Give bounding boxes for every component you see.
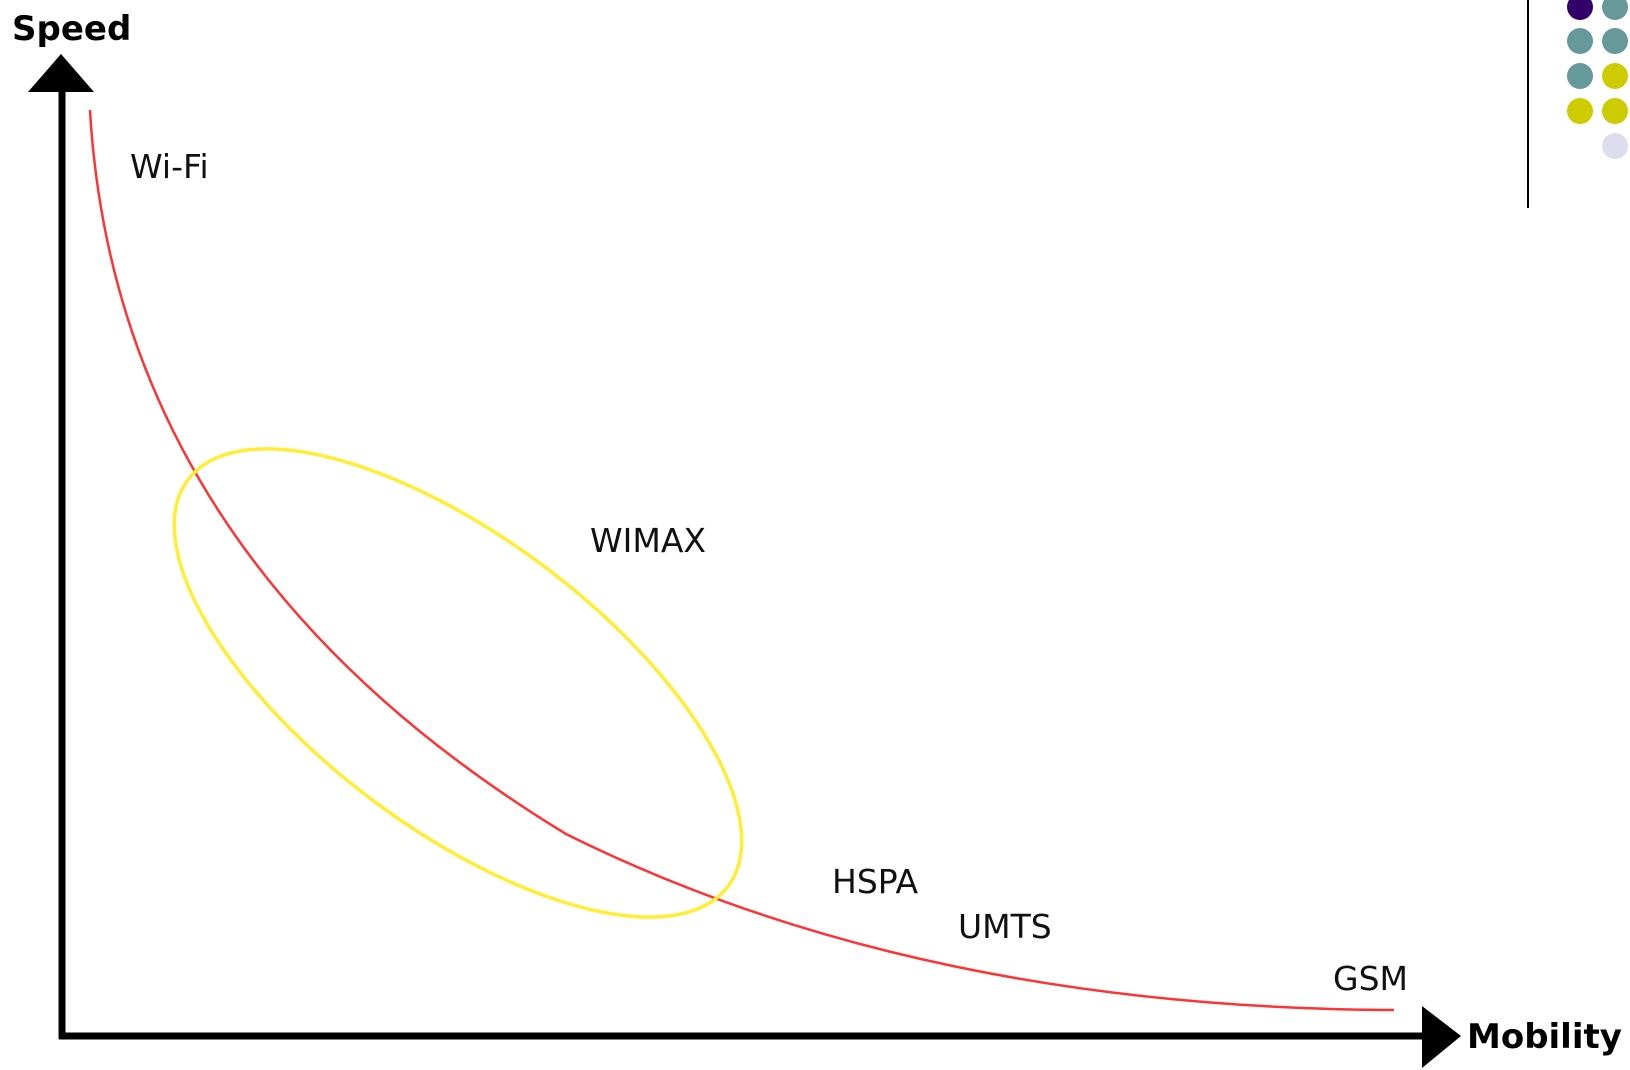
decoration-dot	[1602, 63, 1628, 89]
decoration-dot	[1602, 28, 1628, 54]
y-axis-arrowhead	[28, 54, 94, 92]
decoration-dot	[1602, 133, 1628, 159]
x-axis-label: Mobility	[1467, 1017, 1622, 1057]
decoration-dot	[1602, 0, 1628, 20]
axes	[28, 54, 1461, 1068]
label-wimax: WIMAX	[590, 521, 706, 560]
decoration-dot	[1567, 63, 1593, 89]
label-hspa: HSPA	[832, 862, 919, 901]
decoration-dot	[1602, 98, 1628, 124]
y-axis-label: Speed	[12, 9, 131, 49]
label-umts: UMTS	[958, 907, 1052, 946]
tradeoff-curve	[88, 109, 1395, 1012]
label-gsm: GSM	[1333, 959, 1408, 998]
label-wifi: Wi-Fi	[130, 147, 209, 186]
decoration-dot	[1567, 98, 1593, 124]
x-axis-arrowhead	[1422, 1006, 1461, 1068]
decoration-dot	[1567, 28, 1593, 54]
decoration-dot	[1567, 0, 1593, 20]
corner-decoration	[1527, 0, 1628, 208]
wimax-region-ellipse	[172, 447, 744, 919]
